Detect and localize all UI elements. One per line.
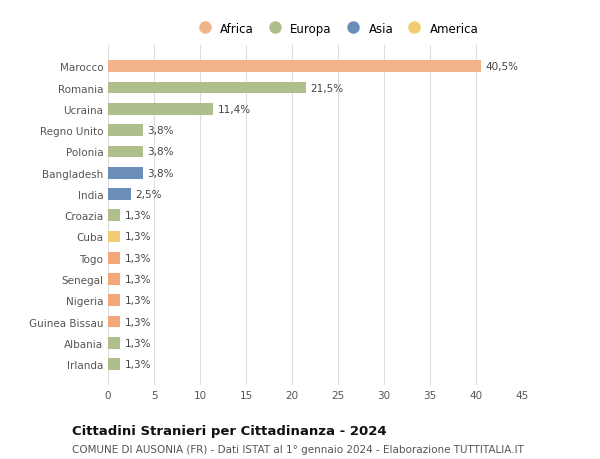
Bar (108, 358, 120, 370)
Text: 1,3%: 1,3% (125, 274, 151, 285)
Text: 1,3%: 1,3% (125, 296, 151, 306)
Bar (108, 274, 120, 285)
Text: 40,5%: 40,5% (485, 62, 518, 72)
Text: 11,4%: 11,4% (217, 105, 251, 115)
Bar (108, 168, 143, 179)
Text: 1,3%: 1,3% (125, 253, 151, 263)
Bar (108, 189, 131, 200)
Text: 1,3%: 1,3% (125, 338, 151, 348)
Bar (108, 125, 143, 137)
Text: COMUNE DI AUSONIA (FR) - Dati ISTAT al 1° gennaio 2024 - Elaborazione TUTTITALIA: COMUNE DI AUSONIA (FR) - Dati ISTAT al 1… (72, 444, 524, 454)
Bar (108, 210, 120, 222)
Bar (108, 231, 120, 243)
Legend: Africa, Europa, Asia, America: Africa, Europa, Asia, America (188, 18, 483, 40)
Text: Cittadini Stranieri per Cittadinanza - 2024: Cittadini Stranieri per Cittadinanza - 2… (72, 425, 386, 437)
Text: 3,8%: 3,8% (148, 126, 174, 136)
Bar (108, 316, 120, 328)
Bar (108, 295, 120, 307)
Bar (108, 146, 143, 158)
Text: 3,8%: 3,8% (148, 147, 174, 157)
Bar (108, 252, 120, 264)
Text: 2,5%: 2,5% (136, 190, 162, 200)
Text: 1,3%: 1,3% (125, 232, 151, 242)
Text: 1,3%: 1,3% (125, 359, 151, 369)
Bar (108, 337, 120, 349)
Bar (108, 104, 213, 116)
Bar (108, 62, 481, 73)
Text: 1,3%: 1,3% (125, 317, 151, 327)
Text: 1,3%: 1,3% (125, 211, 151, 221)
Bar (108, 83, 306, 94)
Text: 3,8%: 3,8% (148, 168, 174, 178)
Text: 21,5%: 21,5% (310, 84, 344, 93)
